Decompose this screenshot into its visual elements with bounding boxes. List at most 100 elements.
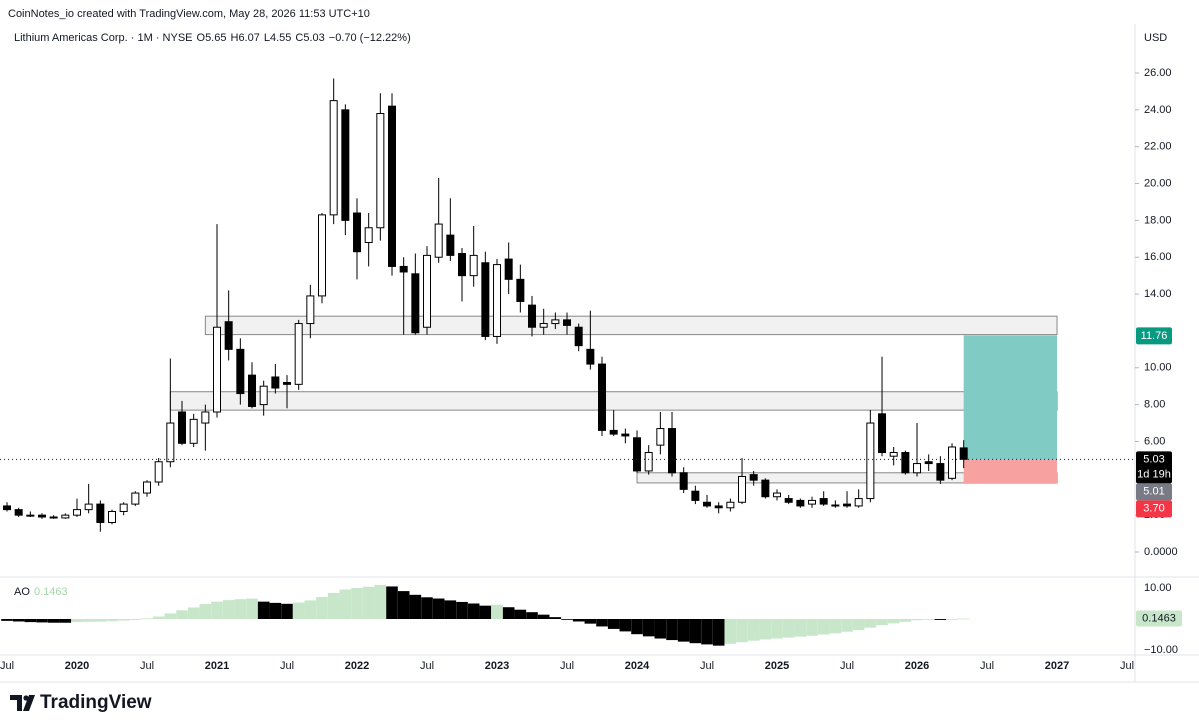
credit: CoinNotes_io created with TradingView.co…	[8, 8, 370, 20]
ao-bar	[129, 619, 142, 620]
ao-bar	[537, 614, 550, 619]
candle-body	[819, 498, 828, 505]
candle-body	[714, 505, 723, 509]
ao-bar	[397, 591, 410, 619]
candle-body	[2, 505, 11, 511]
ohlc-value: 4.55	[270, 32, 291, 44]
candle-body	[423, 254, 432, 328]
candle-body	[609, 429, 618, 435]
x-tick-label: Jul	[420, 660, 434, 672]
candle-body	[283, 382, 292, 385]
candle-body	[691, 490, 700, 501]
ao-tick-label: 10.00	[1144, 582, 1172, 594]
ohlc-prefix: H	[230, 32, 238, 44]
ao-bar	[887, 619, 900, 624]
candle-body	[73, 509, 81, 516]
candle-body	[913, 463, 922, 474]
candle-body	[306, 295, 315, 325]
ao-bar	[677, 619, 690, 642]
entry-label: 5.01	[1143, 486, 1164, 498]
ao-bar	[514, 609, 527, 619]
candle-body	[749, 474, 758, 481]
ohlc-prefix: O	[197, 32, 206, 44]
ao-bar	[47, 619, 60, 623]
candle-body	[446, 234, 455, 256]
ohlc-value: 5.03	[303, 32, 324, 44]
y-tick-label: 0.0000	[1144, 546, 1178, 558]
ao-bar	[444, 600, 457, 619]
x-tick-label: Jul	[0, 660, 14, 672]
ao-bar	[922, 619, 935, 620]
ao-bar	[876, 619, 888, 626]
ao-bar	[222, 600, 235, 619]
ao-bar	[339, 589, 352, 619]
ao-bar	[572, 619, 585, 622]
ao-bar	[281, 603, 293, 619]
ao-bar	[176, 610, 188, 619]
change: −0.70 (−12.22%)	[329, 32, 411, 44]
candle-body	[458, 253, 467, 277]
y-tick-label: 16.00	[1144, 251, 1172, 263]
x-tick-label: Jul	[1120, 660, 1134, 672]
ao-value-label: 0.1463	[1142, 612, 1176, 624]
candle-body	[166, 422, 175, 463]
candle-body	[236, 348, 245, 395]
candle-body	[516, 278, 525, 302]
stop-label-bg	[1136, 500, 1172, 518]
y-tick-label: 18.00	[1144, 214, 1172, 226]
currency: USD	[1144, 32, 1167, 44]
ao-bar	[1, 619, 13, 621]
ao-bar	[386, 586, 398, 619]
candle-body	[656, 428, 665, 446]
candle-body	[878, 413, 887, 454]
candle-body	[808, 499, 817, 505]
ao-bar	[596, 619, 608, 627]
candle-body	[271, 376, 280, 389]
candle-body	[14, 509, 23, 516]
candle-body	[924, 461, 933, 465]
x-tick-label: 2025	[765, 660, 789, 672]
x-tick-label: 2020	[65, 660, 89, 672]
candle-body	[551, 319, 560, 325]
candle-body	[574, 326, 583, 347]
ohlc-value: 6.07	[238, 32, 259, 44]
y-tick-label: 10.00	[1144, 362, 1172, 374]
ao-bar	[316, 596, 328, 619]
ao-bar	[246, 598, 258, 619]
candle-body	[644, 452, 653, 472]
candle-body	[481, 262, 490, 337]
candle-body	[539, 323, 548, 328]
ao-bar	[642, 619, 655, 637]
ao-bar	[304, 600, 317, 619]
ao-bar	[106, 619, 118, 622]
ao-bar	[712, 619, 725, 646]
candle-body	[854, 498, 863, 507]
ao-bar	[491, 604, 503, 619]
symbol-header: Lithium Americas Corp. · 1M · NYSE O5.65 H…	[14, 32, 411, 44]
ao-bar	[141, 618, 153, 620]
ao-bar	[666, 619, 678, 641]
candle-body	[469, 254, 478, 277]
candle-body	[598, 363, 607, 431]
candle-body	[784, 498, 793, 503]
candle-body	[831, 504, 840, 507]
x-tick-label: 2027	[1045, 660, 1069, 672]
candle-body	[796, 499, 805, 507]
ao-legend-value: 0.1463	[34, 586, 68, 598]
loss-zone	[963, 459, 1058, 484]
candle-body	[633, 437, 642, 472]
ao-bar	[71, 619, 83, 623]
ao-bar	[934, 619, 947, 620]
candle-body	[866, 422, 875, 500]
ao-bar	[211, 601, 223, 619]
candle-body	[26, 514, 35, 517]
x-tick-label: 2026	[905, 660, 929, 672]
candle-body	[959, 447, 968, 460]
ao-bar	[549, 617, 562, 619]
candle-body	[189, 418, 198, 444]
y-tick-label: 24.00	[1144, 104, 1172, 116]
candle-body	[49, 516, 58, 519]
candle-body	[353, 212, 362, 253]
ao-bar	[199, 604, 212, 619]
